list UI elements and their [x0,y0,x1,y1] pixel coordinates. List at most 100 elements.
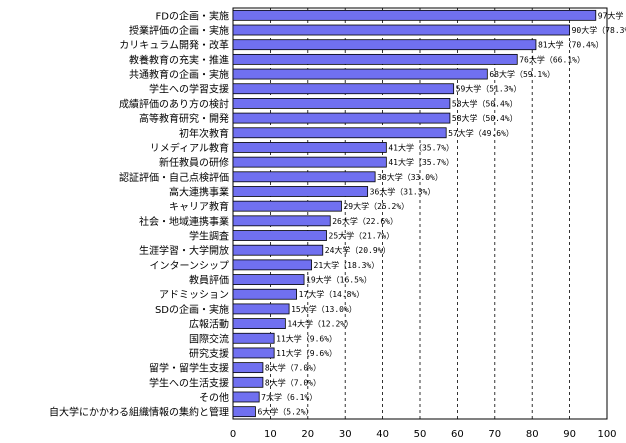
category-label: 学生への学習支援 [149,83,229,96]
bar [232,127,447,139]
bars [232,9,597,418]
data-label: 57大学（49.6%） [448,128,514,138]
category-label: 成績評価のあり方の検討 [119,97,229,110]
bar [232,362,264,374]
category-label: 共通教育の企画・実施 [129,68,229,81]
x-tick-label: 30 [339,429,352,440]
data-label: 6大学（5.2%） [257,407,313,417]
category-label: 学生調査 [189,230,229,243]
x-tick-label: 20 [301,429,314,440]
bar [232,68,488,80]
category-label: 社会・地域連携事業 [139,215,229,228]
bar [232,215,331,227]
data-label: 29大学（25.2%） [343,201,409,211]
category-label: 高等教育研究・開発 [139,112,229,125]
category-label: 留学・留学生支援 [149,362,229,375]
data-label: 81大学（70.4%） [538,40,604,50]
bar [232,9,597,21]
data-label: 8大学（7.0%） [265,377,321,387]
data-label: 21大学（18.3%） [314,260,380,270]
bar [232,274,305,285]
category-label: 初年次教育 [179,127,229,140]
bar [232,171,376,183]
data-label: 97大学（84.3%） [598,10,626,20]
category-labels: FDの企画・実施授業評価の企画・実施カリキュラム開発・改革教養教育の充実・推進共… [49,9,229,418]
data-label: 15大学（13.0%） [291,304,357,314]
data-label: 26大学（22.6%） [332,216,398,226]
category-label: 授業評価の企画・実施 [129,24,229,37]
x-tick-label: 70 [488,429,501,440]
category-label: 認証評価・自己点検評価 [119,171,229,184]
bar [232,230,327,241]
x-axis-ticks: 0 10 20 30 40 50 60 70 80 90 100 [230,429,617,440]
bar [232,303,290,315]
bar [232,98,451,109]
data-label: 58大学（50.4%） [452,113,518,123]
x-tick-label: 10 [264,429,277,440]
bar [232,288,297,300]
data-label: 59大学（51.3%） [456,84,522,94]
x-tick-label: 60 [451,429,464,440]
data-label: 14大学（12.2%） [287,319,353,329]
data-label: 90大学（78.3%） [572,25,626,35]
bar [232,244,324,256]
bar [232,142,387,153]
category-label: 新任教員の研修 [159,156,229,169]
bar [232,406,256,418]
data-label: 8大学（7.0%） [265,363,321,373]
data-label: 38大学（33.0%） [377,172,443,182]
bar [232,376,264,388]
bar [232,347,275,359]
category-label: 教養教育の充実・推進 [129,53,229,66]
category-label: 自大学にかかわる組織情報の集約と管理 [49,406,229,419]
category-label: FDの企画・実施 [156,9,229,22]
data-label: 17大学（14.8%） [299,289,365,299]
data-label: 76大学（66.1%） [519,54,585,64]
bar [232,112,451,124]
bar [232,318,286,329]
category-label: 高大連携事業 [169,185,229,198]
category-label: 教員評価 [189,274,229,287]
x-tick-label: 0 [230,429,236,440]
category-label: リメディアル教育 [150,141,229,154]
category-label: 国際交流 [189,332,229,345]
category-label: カリキュラム開発・改革 [119,39,229,52]
category-label: その他 [199,391,229,404]
data-label: 7大学（6.1%） [261,392,317,402]
bar [232,200,342,212]
data-label: 68大学（59.1%） [489,69,555,79]
bar [232,391,260,403]
data-label: 41大学（35.7%） [388,142,454,152]
category-label: インターンシップ [150,260,230,272]
data-label: 41大学（35.7%） [388,157,454,167]
bar [232,186,369,197]
data-labels: 97大学（84.3%） 90大学（78.3%） 81大学（70.4%） 76大学（66… [257,10,626,416]
data-label: 36大学（31.3%） [370,186,436,196]
data-label: 25大学（21.7%） [329,231,395,241]
data-label: 11大学（9.6%） [276,348,337,358]
x-tick-label: 80 [526,429,539,440]
x-tick-label: 50 [414,429,427,440]
data-label: 19大学（16.5%） [306,275,372,285]
category-label: SDの企画・実施 [155,303,229,316]
data-label: 11大学（9.6%） [276,333,337,343]
bar [232,156,387,168]
x-tick-label: 100 [597,429,616,440]
category-label: アドミッション [159,290,229,301]
data-label: 24大学（20.9%） [325,245,391,255]
category-label: 研究支援 [189,347,229,360]
bar [232,53,518,65]
bar [232,332,275,344]
bar [232,83,455,95]
category-label: キャリア教育 [169,200,229,213]
data-label: 58大学（50.4%） [452,98,518,108]
category-label: 広報活動 [189,318,229,331]
bar [232,39,537,51]
bar [232,24,571,36]
category-label: 生涯学習・大学開放 [139,244,229,257]
x-tick-label: 90 [563,429,576,440]
category-label: 学生への生活支援 [149,376,229,389]
bar [232,259,312,271]
x-tick-label: 40 [376,429,389,440]
